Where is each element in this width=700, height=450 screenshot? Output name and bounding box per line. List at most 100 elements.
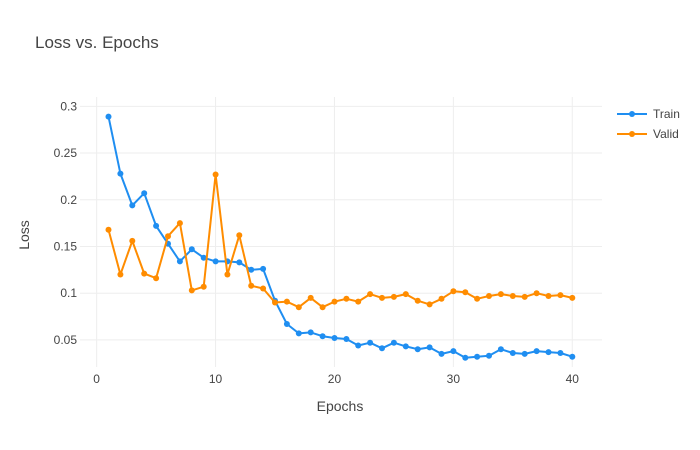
- y-tick-label: 0.15: [54, 239, 78, 253]
- data-point-valid[interactable]: [176, 220, 183, 227]
- data-point-train[interactable]: [153, 222, 160, 229]
- series-line-valid: [107, 173, 573, 309]
- data-point-valid[interactable]: [426, 301, 433, 308]
- data-point-valid[interactable]: [343, 295, 350, 302]
- data-point-train[interactable]: [319, 333, 326, 340]
- data-point-valid[interactable]: [212, 171, 219, 178]
- data-point-valid[interactable]: [224, 271, 231, 278]
- data-point-valid[interactable]: [283, 298, 290, 305]
- data-point-valid[interactable]: [367, 291, 374, 298]
- legend-item-train[interactable]: Train: [617, 107, 680, 121]
- data-point-train[interactable]: [331, 335, 338, 341]
- series-layer: [105, 113, 576, 361]
- data-point-valid[interactable]: [331, 298, 338, 305]
- grid-layer: [80, 97, 602, 367]
- x-axis-title: Epochs: [317, 398, 364, 414]
- data-point-train[interactable]: [367, 339, 374, 346]
- y-tick-label: 0.25: [54, 146, 78, 160]
- data-point-train[interactable]: [390, 339, 397, 346]
- data-point-valid[interactable]: [272, 299, 278, 306]
- data-point-train[interactable]: [533, 348, 540, 355]
- data-point-train[interactable]: [497, 346, 504, 353]
- x-tick: 40: [566, 372, 580, 386]
- data-point-valid[interactable]: [533, 290, 540, 297]
- legend[interactable]: Train Valid: [617, 107, 680, 141]
- data-point-valid[interactable]: [497, 291, 504, 298]
- y-tick: 0.3: [60, 99, 77, 113]
- data-point-valid[interactable]: [486, 293, 492, 299]
- data-point-valid[interactable]: [557, 292, 564, 299]
- data-point-train[interactable]: [141, 190, 148, 197]
- y-tick-label: 0.2: [60, 193, 77, 207]
- data-point-valid[interactable]: [462, 289, 469, 296]
- data-point-valid[interactable]: [390, 293, 397, 300]
- data-point-train[interactable]: [426, 344, 433, 351]
- y-tick: 0.15: [54, 239, 78, 253]
- data-point-train[interactable]: [379, 345, 385, 352]
- data-point-train[interactable]: [295, 330, 302, 337]
- data-point-train[interactable]: [129, 202, 136, 209]
- legend-marker-icon: [629, 131, 635, 137]
- data-point-train[interactable]: [260, 265, 267, 272]
- data-point-train[interactable]: [569, 353, 576, 360]
- data-point-train[interactable]: [236, 259, 243, 266]
- data-point-train[interactable]: [557, 350, 564, 356]
- data-point-train[interactable]: [509, 350, 516, 356]
- x-tick-label: 20: [328, 372, 342, 386]
- x-tick: 10: [209, 372, 223, 386]
- data-point-valid[interactable]: [188, 287, 195, 294]
- data-point-valid[interactable]: [474, 295, 481, 302]
- x-tick: 0: [93, 372, 100, 386]
- data-point-valid[interactable]: [260, 285, 267, 292]
- data-point-train[interactable]: [343, 336, 350, 342]
- data-point-valid[interactable]: [117, 271, 124, 278]
- data-point-valid[interactable]: [248, 282, 255, 289]
- data-point-train[interactable]: [176, 258, 183, 265]
- x-tick: 20: [328, 372, 342, 386]
- data-point-valid[interactable]: [319, 304, 326, 311]
- data-point-valid[interactable]: [153, 275, 160, 282]
- data-point-valid[interactable]: [545, 293, 552, 299]
- data-point-valid[interactable]: [105, 226, 112, 233]
- data-point-train[interactable]: [248, 266, 255, 273]
- data-point-train[interactable]: [474, 353, 481, 360]
- data-point-train[interactable]: [355, 342, 362, 349]
- data-point-valid[interactable]: [355, 298, 362, 305]
- data-point-train[interactable]: [105, 113, 112, 120]
- data-point-valid[interactable]: [141, 270, 148, 277]
- data-point-valid[interactable]: [402, 291, 409, 298]
- data-point-train[interactable]: [188, 246, 195, 253]
- data-point-train[interactable]: [450, 348, 457, 355]
- data-point-train[interactable]: [545, 349, 552, 356]
- data-point-valid[interactable]: [450, 288, 457, 295]
- data-point-valid[interactable]: [307, 294, 314, 301]
- data-point-train[interactable]: [200, 254, 207, 261]
- data-point-valid[interactable]: [521, 293, 528, 300]
- data-point-train[interactable]: [462, 354, 469, 361]
- data-point-train[interactable]: [283, 321, 290, 327]
- data-point-valid[interactable]: [509, 293, 516, 299]
- data-point-train[interactable]: [212, 258, 219, 265]
- data-point-valid[interactable]: [165, 233, 171, 240]
- y-tick: 0.2: [60, 193, 77, 207]
- data-point-train[interactable]: [521, 350, 528, 357]
- x-tick-label: 40: [566, 372, 580, 386]
- data-point-train[interactable]: [414, 346, 421, 353]
- data-point-valid[interactable]: [569, 294, 576, 301]
- x-tick-label: 30: [447, 372, 461, 386]
- data-point-valid[interactable]: [129, 237, 136, 244]
- data-point-valid[interactable]: [200, 283, 207, 290]
- chart-title: Loss vs. Epochs: [35, 33, 159, 52]
- data-point-train[interactable]: [486, 352, 492, 359]
- legend-item-valid[interactable]: Valid: [617, 127, 679, 141]
- data-point-train[interactable]: [438, 350, 445, 357]
- data-point-train[interactable]: [402, 343, 409, 350]
- data-point-valid[interactable]: [438, 295, 445, 302]
- y-axis-title: Loss: [16, 220, 32, 250]
- data-point-valid[interactable]: [379, 294, 385, 301]
- data-point-valid[interactable]: [414, 297, 421, 304]
- data-point-valid[interactable]: [236, 232, 243, 239]
- data-point-train[interactable]: [307, 329, 314, 336]
- data-point-train[interactable]: [117, 170, 124, 177]
- data-point-valid[interactable]: [295, 304, 302, 311]
